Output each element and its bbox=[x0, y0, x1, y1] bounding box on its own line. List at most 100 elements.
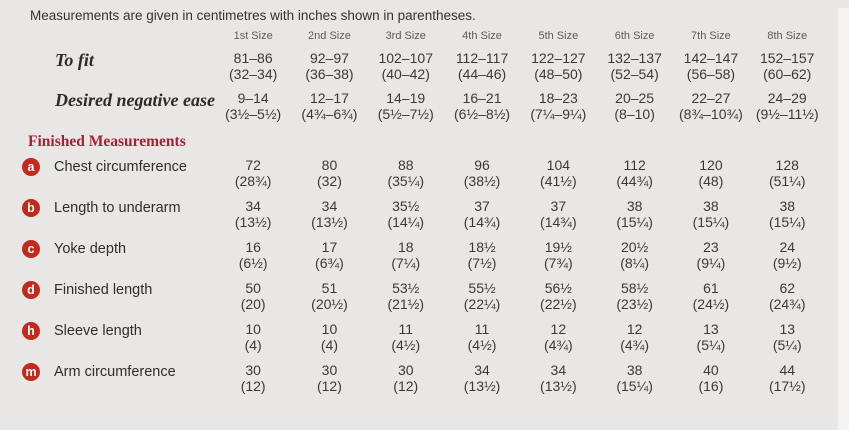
inch-value: (15¼) bbox=[768, 213, 806, 230]
inch-value: (9¼) bbox=[696, 254, 726, 271]
size-cell: 34 (13½) bbox=[291, 198, 367, 230]
inch-value: (4½) bbox=[467, 336, 497, 353]
measurement-row: d Finished length 50 (20) 51 (20½) 53½ (21½) 55½… bbox=[0, 280, 849, 312]
cm-value: 38 bbox=[703, 198, 719, 214]
inch-value: (7½) bbox=[467, 254, 497, 271]
inch-value: (22½) bbox=[540, 295, 577, 312]
cm-value: 142–147 bbox=[683, 50, 739, 66]
size-cell: 16 (6½) bbox=[215, 239, 291, 271]
size-cell: 20–25 (8–10) bbox=[596, 90, 672, 122]
cm-value: 10 bbox=[321, 321, 338, 337]
cm-value: 14–19 bbox=[386, 90, 426, 106]
inch-value: (9½) bbox=[772, 254, 802, 271]
cm-value: 40 bbox=[703, 362, 719, 378]
cm-value: 16 bbox=[245, 239, 261, 255]
inch-value: (13½) bbox=[463, 377, 501, 394]
cm-value: 22–27 bbox=[691, 90, 731, 106]
inch-value: (48–50) bbox=[534, 65, 583, 82]
size-cell: 13 (5¼) bbox=[749, 321, 825, 353]
letter-badge: a bbox=[22, 158, 40, 176]
column-header: 1st Size bbox=[233, 30, 273, 42]
size-cell: 81–86 (32–34) bbox=[215, 50, 291, 82]
cm-value: 104 bbox=[546, 157, 571, 173]
cm-value: 34 bbox=[550, 362, 567, 378]
inch-value: (44–46) bbox=[457, 65, 507, 82]
measurement-label-text: Yoke depth bbox=[54, 241, 127, 257]
measurement-label-text: Chest circumference bbox=[54, 159, 187, 175]
size-cell: 10 (4) bbox=[215, 321, 291, 353]
cm-value: 62 bbox=[779, 280, 796, 296]
cm-value: 18½ bbox=[468, 239, 496, 255]
measurement-row: c Yoke depth 16 (6½) 17 (6¾) 18 (7¼) 18½ (7½) 19½(… bbox=[0, 239, 849, 271]
inch-value: (6¾) bbox=[315, 254, 344, 271]
measurement-rows: a Chest circumference 72 (28¾) 80 (32) 88 (35¼)… bbox=[0, 157, 849, 394]
size-cell: 152–157 (60–62) bbox=[749, 50, 825, 82]
measurement-label-text: Length to underarm bbox=[54, 200, 181, 216]
size-cell: 9–14 (3½–5½) bbox=[215, 90, 291, 122]
size-cell: 44 (17½) bbox=[749, 362, 825, 394]
size-cell: 24–29 (9½–11½) bbox=[749, 90, 825, 122]
measurement-row-label: c Yoke depth bbox=[0, 240, 215, 258]
cm-value: 122–127 bbox=[531, 50, 586, 66]
size-cell: 132–137 (52–54) bbox=[596, 50, 672, 82]
size-cell: 22–27 (8¾–10¾) bbox=[673, 90, 749, 122]
inch-value: (13½) bbox=[311, 213, 348, 230]
size-cell: 122–127 (48–50) bbox=[520, 50, 596, 82]
cm-value: 9–14 bbox=[237, 90, 269, 106]
size-cell: 34 (13½) bbox=[520, 362, 596, 394]
inch-value: (21½) bbox=[387, 295, 425, 312]
fit-row-label: Desired negative ease bbox=[55, 90, 215, 110]
column-header: 2nd Size bbox=[308, 30, 351, 42]
size-cell: 18–23 (7¼–9¼) bbox=[520, 90, 596, 122]
measurement-label-text: Sleeve length bbox=[54, 323, 142, 339]
inch-value: (15¼) bbox=[616, 213, 653, 230]
cm-value: 12 bbox=[550, 321, 567, 337]
size-cell: 10 (4) bbox=[291, 321, 367, 353]
page-edge-strip bbox=[838, 8, 849, 430]
cm-value: 23 bbox=[703, 239, 719, 255]
inch-value: (12) bbox=[240, 377, 266, 394]
letter-badge: c bbox=[22, 240, 40, 258]
inch-value: (4) bbox=[244, 336, 262, 353]
cm-value: 24–29 bbox=[767, 90, 807, 106]
inch-value: (36–38) bbox=[305, 65, 354, 82]
size-cell: 56½ (22½) bbox=[520, 280, 596, 312]
inch-value: (56–58) bbox=[686, 65, 736, 82]
cm-value: 35½ bbox=[392, 198, 420, 214]
measurement-row: b Length to underarm 34 (13½) 34 (13½) 35½ (14¼… bbox=[0, 198, 849, 230]
size-cell: 14–19 (5½–7½) bbox=[368, 90, 444, 122]
cm-value: 18 bbox=[397, 239, 414, 255]
size-cell: 80 (32) bbox=[291, 157, 367, 189]
measurement-row-label: m Arm circumference bbox=[0, 363, 215, 381]
cm-value: 34 bbox=[474, 362, 490, 378]
cm-value: 38 bbox=[626, 198, 643, 214]
cm-value: 55½ bbox=[468, 280, 496, 296]
size-cell: 102–107 (40–42) bbox=[368, 50, 444, 82]
inch-value: (24½) bbox=[692, 295, 730, 312]
inch-value: (20½) bbox=[311, 295, 348, 312]
cm-value: 92–97 bbox=[309, 50, 349, 66]
cm-value: 102–107 bbox=[378, 50, 433, 66]
size-cell: 34 (13½) bbox=[215, 198, 291, 230]
inch-value: (5½–7½) bbox=[377, 105, 434, 122]
measurement-note: Measurements are given in centimetres wi… bbox=[30, 8, 476, 23]
column-header: 5th Size bbox=[538, 30, 579, 42]
cm-value: 11 bbox=[474, 321, 490, 337]
size-cell: 23 (9¼) bbox=[673, 239, 749, 271]
inch-value: (28¾) bbox=[234, 172, 272, 189]
inch-value: (20) bbox=[240, 295, 266, 312]
cm-value: 10 bbox=[245, 321, 261, 337]
section-title-finished-measurements: Finished Measurements bbox=[28, 133, 186, 150]
cm-value: 11 bbox=[398, 321, 414, 337]
size-cell: 12–17 (4¾–6¾) bbox=[291, 90, 367, 122]
cm-value: 58½ bbox=[621, 280, 649, 296]
size-cell: 18 (7¼) bbox=[368, 239, 444, 271]
size-cell: 40 (16) bbox=[673, 362, 749, 394]
measurement-label-text: Arm circumference bbox=[54, 364, 176, 380]
column-header: 6th Size bbox=[614, 30, 655, 42]
column-header: 8th Size bbox=[767, 30, 808, 42]
letter-badge: d bbox=[22, 281, 40, 299]
inch-value: (41½) bbox=[540, 172, 577, 189]
inch-value: (8–10) bbox=[614, 105, 655, 122]
inch-value: (9½–11½) bbox=[755, 105, 819, 122]
